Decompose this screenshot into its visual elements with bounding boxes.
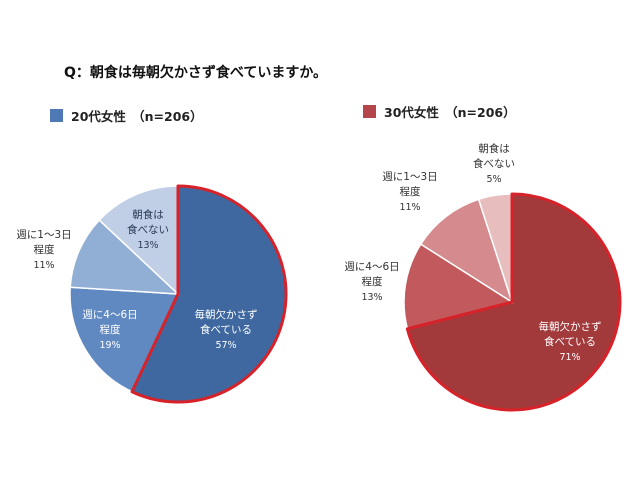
legend-label-30s: 30代女性 （n=206） (384, 105, 516, 120)
highlight-border-1 (405, 192, 622, 412)
pie-label-1-1: 週に4〜6日程度 13% (344, 261, 399, 303)
pie-label-0-3: 朝食は食べない 13% (127, 208, 169, 251)
legend-20s: 20代女性 （n=206） (50, 106, 203, 125)
pie-label-1-2: 週に1〜3日程度 11% (382, 171, 437, 213)
pie-label-1-0: 毎朝欠かさず食べている 71% (539, 320, 602, 363)
pie-chart-0 (69, 184, 288, 404)
legend-30s: 30代女性 （n=206） (363, 102, 516, 121)
pie-label-0-1: 週に4〜6日程度 19% (82, 309, 137, 351)
pie-chart-1 (403, 192, 622, 412)
highlight-border-0 (130, 184, 288, 404)
legend-swatch-30s (363, 105, 376, 118)
question-title: Q：朝食は毎朝欠かさず食べていますか。 (64, 65, 328, 81)
pie-slice-0-1 (69, 286, 180, 393)
pie-slice-0-2 (69, 219, 181, 295)
pie-label-1-3: 朝食は食べない 5% (473, 142, 515, 185)
pie-label-0-2: 週に1〜3日程度 11% (16, 229, 71, 271)
pie-slice-0-3 (98, 185, 179, 296)
pie-label-0-0: 毎朝欠かさず食べている 57% (195, 308, 258, 351)
pie-slice-1-2 (419, 198, 514, 304)
legend-swatch-20s (50, 109, 63, 122)
legend-label-20s: 20代女性 （n=206） (71, 109, 203, 124)
